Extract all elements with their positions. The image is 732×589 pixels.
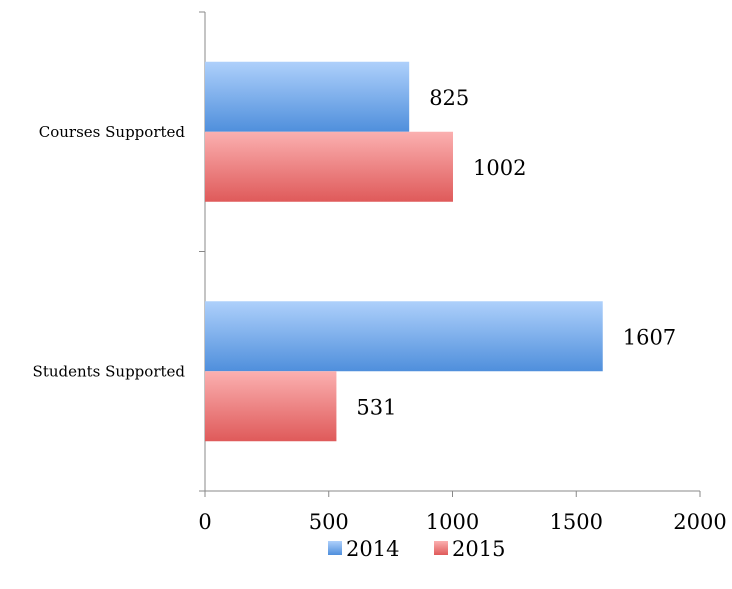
data-label: 825 (429, 86, 469, 110)
bar-2015 (205, 371, 337, 442)
x-tick-label: 500 (309, 510, 349, 534)
bar-2014 (205, 301, 603, 372)
labels: 0 500 1000 1500 2000 825 1002 Courses Supported… (33, 86, 727, 534)
category-label: Courses Supported (39, 123, 186, 141)
x-tick-label: 2000 (673, 510, 726, 534)
x-tick-label: 1500 (550, 510, 603, 534)
bar-2014 (205, 61, 410, 132)
legend: 2014 2015 (328, 537, 505, 561)
bar-2015 (205, 131, 453, 202)
x-tick-label: 0 (198, 510, 211, 534)
legend-swatch-2015 (434, 541, 448, 555)
bars (205, 61, 603, 442)
data-label: 1002 (473, 156, 526, 180)
legend-label: 2014 (346, 537, 399, 561)
data-label: 531 (356, 395, 396, 419)
legend-swatch-2014 (328, 541, 342, 555)
category-label: Students Supported (33, 362, 186, 380)
legend-label: 2015 (452, 537, 505, 561)
x-tick-label: 1000 (426, 510, 479, 534)
data-label: 1607 (623, 325, 676, 349)
